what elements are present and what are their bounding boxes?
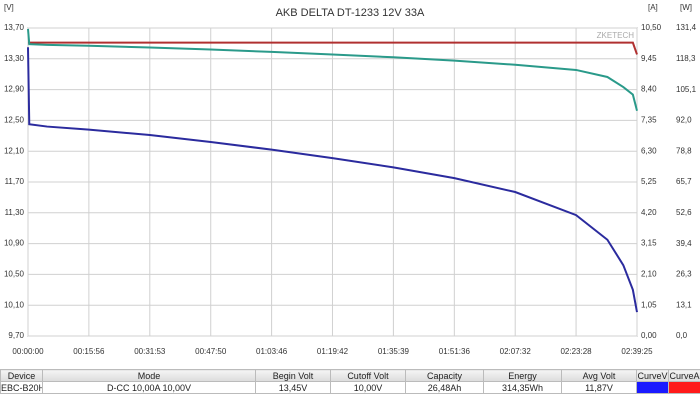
y2-tick-label: 2,10 xyxy=(641,270,657,279)
x-tick-label: 02:39:25 xyxy=(621,347,653,356)
y-tick-label: 11,30 xyxy=(5,208,25,217)
x-tick-label: 00:47:50 xyxy=(195,347,227,356)
y2-tick-label: 8,40 xyxy=(641,85,657,94)
data-cell: EBC-B20H xyxy=(0,381,43,394)
y3-unit: [W] xyxy=(680,3,692,12)
y2-tick-label: 6,30 xyxy=(641,146,657,155)
y3-tick-label: 65,7 xyxy=(676,177,692,186)
y-tick-label: 13,30 xyxy=(4,54,25,63)
series-line xyxy=(27,47,638,313)
header-cell: Avg Volt xyxy=(561,369,637,382)
data-cell: 26,48Ah xyxy=(405,381,484,394)
y3-tick-label: 131,4 xyxy=(676,23,697,32)
data-row: EBC-B20H D-CC 10,00A 10,00V 13,45V 10,00V 26… xyxy=(0,381,700,394)
y3-tick-label: 39,4 xyxy=(676,239,692,248)
y3-tick-label: 92,0 xyxy=(676,115,692,124)
y3-tick-label: 52,6 xyxy=(676,208,692,217)
watermark: ZKETECH xyxy=(597,31,635,40)
x-tick-label: 02:23:28 xyxy=(560,347,592,356)
x-tick-label: 00:00:00 xyxy=(12,347,44,356)
chart: AKB DELTA DT-1233 12V 33A [V] [A] [W] ZK… xyxy=(4,3,697,356)
x-tick-label: 01:35:39 xyxy=(378,347,410,356)
data-cell: 10,00V xyxy=(330,381,406,394)
header-cell: CurveV xyxy=(636,369,669,382)
y2-unit: [A] xyxy=(648,3,658,12)
y3-tick-label: 105,1 xyxy=(676,85,697,94)
y2-tick-label: 3,15 xyxy=(641,239,657,248)
header-cell: Begin Volt xyxy=(255,369,331,382)
x-tick-label: 02:07:32 xyxy=(500,347,532,356)
y2-tick-label: 4,20 xyxy=(641,208,657,217)
curve-swatch xyxy=(636,381,669,394)
y3-tick-label: 13,1 xyxy=(676,300,692,309)
y2-tick-label: 7,35 xyxy=(641,116,657,125)
y3-tick-label: 0,0 xyxy=(676,331,688,340)
y-tick-label: 10,50 xyxy=(4,270,25,279)
x-tick-label: 00:15:56 xyxy=(73,347,105,356)
x-tick-label: 01:03:46 xyxy=(256,347,288,356)
data-cell: 13,45V xyxy=(255,381,331,394)
header-cell: Energy xyxy=(483,369,562,382)
y-tick-label: 10,10 xyxy=(4,300,25,309)
y-tick-label: 10,90 xyxy=(4,239,25,248)
series-line xyxy=(27,28,638,111)
y3-tick-label: 78,8 xyxy=(676,146,692,155)
data-cell: D-CC 10,00A 10,00V xyxy=(42,381,256,394)
y2-tick-label: 9,45 xyxy=(641,54,657,63)
y2-tick-label: 1,05 xyxy=(641,300,657,309)
y3-tick-label: 26,3 xyxy=(676,269,692,278)
y-tick-label: 12,10 xyxy=(4,146,25,155)
info-table: Device Mode Begin Volt Cutoff Volt Capacity E… xyxy=(0,369,700,394)
header-cell: Mode xyxy=(42,369,256,382)
series-line xyxy=(28,41,638,55)
chart-title: AKB DELTA DT-1233 12V 33A xyxy=(276,7,425,19)
y-tick-label: 9,70 xyxy=(8,331,24,340)
x-tick-label: 00:31:53 xyxy=(134,347,166,356)
y2-tick-label: 5,25 xyxy=(641,177,657,186)
y-tick-label: 13,70 xyxy=(4,23,25,32)
x-tick-label: 01:51:36 xyxy=(439,347,471,356)
header-row: Device Mode Begin Volt Cutoff Volt Capacity E… xyxy=(0,369,700,382)
header-cell: CurveA xyxy=(668,369,700,382)
y2-tick-label: 10,50 xyxy=(641,23,662,32)
header-cell: Device xyxy=(0,369,43,382)
header-cell: Cutoff Volt xyxy=(330,369,406,382)
data-cell: 11,87V xyxy=(561,381,637,394)
y3-tick-label: 118,3 xyxy=(676,54,696,63)
y-tick-label: 12,90 xyxy=(4,85,25,94)
x-tick-label: 01:19:42 xyxy=(317,347,349,356)
grid xyxy=(27,27,638,337)
y2-tick-label: 0,00 xyxy=(641,331,657,340)
data-cell: 314,35Wh xyxy=(483,381,562,394)
y-tick-label: 11,70 xyxy=(5,177,25,186)
y-unit: [V] xyxy=(4,3,14,12)
header-cell: Capacity xyxy=(405,369,484,382)
y-tick-label: 12,50 xyxy=(4,116,25,125)
curve-swatch xyxy=(668,381,700,394)
